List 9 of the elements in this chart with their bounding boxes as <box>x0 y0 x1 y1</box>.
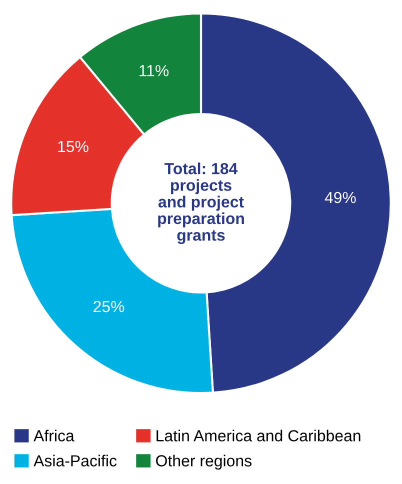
data-label: 25% <box>94 300 124 312</box>
text: Total: 184 projects and project preparation grants <box>158 162 244 244</box>
legend-label: Latin America and Caribbean <box>156 430 360 442</box>
data-label: 49% <box>324 192 356 204</box>
legend-label: Asia-Pacific <box>34 454 117 466</box>
legend-label: Africa <box>34 430 74 442</box>
data-label: 11% <box>140 65 169 76</box>
legend-label: Other regions <box>156 454 252 470</box>
data-label: 15% <box>58 140 88 152</box>
